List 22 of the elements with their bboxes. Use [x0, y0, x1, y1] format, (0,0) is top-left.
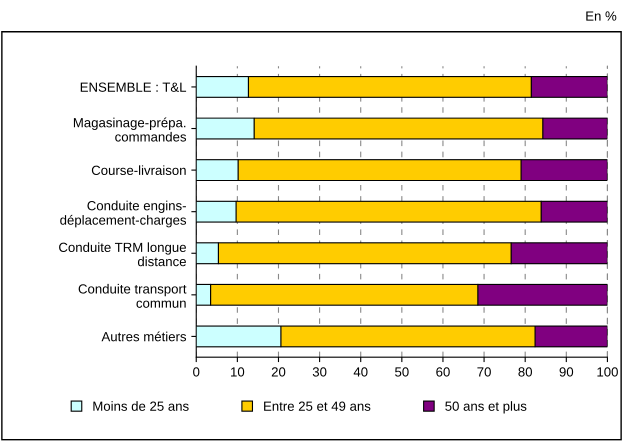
x-tick-label: 90: [560, 367, 574, 377]
x-tick-label: 30: [312, 367, 326, 377]
y-tick-label: Conduite engins- déplacement-charges: [60, 200, 186, 228]
x-tick-label: 40: [354, 367, 368, 377]
x-tick-label: 20: [272, 367, 286, 377]
legend-label: 50 ans et plus: [445, 401, 526, 414]
x-tick-label: 80: [518, 367, 532, 377]
x-tick-label: 60: [436, 367, 450, 377]
y-tick-label: Conduite transport commun: [78, 284, 186, 308]
x-tick-label: 10: [231, 367, 244, 377]
y-tick-label: ENSEMBLE : T&L: [80, 82, 186, 92]
y-tick-label: Conduite TRM longue distance: [59, 242, 186, 266]
x-tick-label: 0: [193, 367, 200, 377]
legend-label: Moins de 25 ans: [93, 401, 189, 411]
y-tick-label: Course-livraison: [92, 165, 186, 176]
x-tick-label: 50: [395, 367, 409, 377]
legend-label: Entre 25 et 49 ans: [264, 402, 370, 411]
x-tick-label: 70: [477, 367, 491, 377]
text: En %: [586, 11, 616, 21]
y-tick-label: Magasinage-prépa. commandes: [74, 118, 186, 142]
x-tick-label: 100: [597, 367, 618, 377]
y-tick-label: Autres métiers: [102, 331, 186, 342]
